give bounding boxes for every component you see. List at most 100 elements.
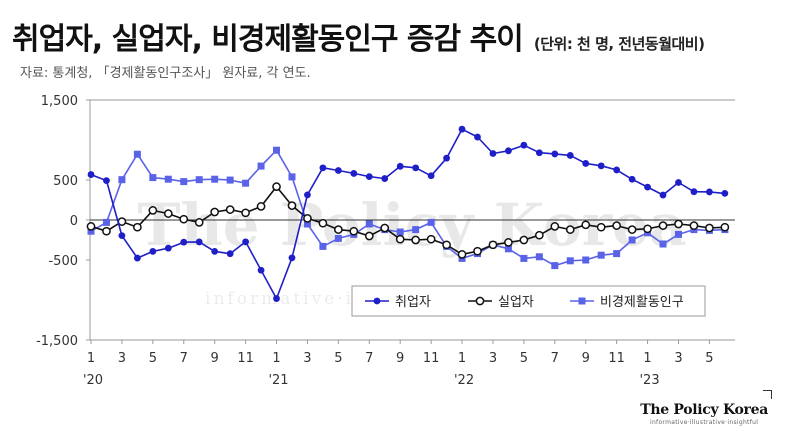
data-point <box>566 152 574 159</box>
data-point <box>226 176 234 184</box>
legend-label: 비경제활동인구 <box>600 295 684 310</box>
data-point <box>675 179 682 186</box>
data-point <box>720 222 730 232</box>
year-label: '23 <box>639 373 659 388</box>
data-point <box>442 240 451 250</box>
data-point <box>489 150 497 157</box>
data-point <box>133 150 141 158</box>
year-label: '21 <box>268 373 288 388</box>
data-point <box>287 201 297 210</box>
data-point <box>179 214 189 224</box>
brand-name: The Policy Korea <box>640 402 768 418</box>
data-point <box>443 154 450 162</box>
x-tick-label: 3 <box>489 351 497 366</box>
watermark-main: The Policy Korea <box>137 191 686 259</box>
x-tick-label: 1 <box>643 351 651 366</box>
x-tick-label: 3 <box>674 351 682 366</box>
legend-marker <box>373 297 381 305</box>
data-point <box>597 162 605 170</box>
x-tick-label: 1 <box>87 351 95 366</box>
data-point <box>350 170 358 177</box>
data-point <box>273 146 281 154</box>
data-point <box>318 218 328 228</box>
data-point <box>628 236 636 244</box>
data-point <box>597 251 605 259</box>
y-tick-label: 500 <box>53 174 78 189</box>
data-point <box>504 238 513 247</box>
x-tick-label: 7 <box>551 351 559 366</box>
legend-item: 실업자 <box>468 295 534 310</box>
data-point <box>426 234 436 244</box>
x-tick-label: 7 <box>180 351 188 366</box>
legend: 취업자 실업자 비경제활동인구 <box>351 285 706 317</box>
data-point <box>118 176 126 184</box>
data-point <box>319 242 327 250</box>
data-point <box>613 250 621 258</box>
data-point <box>241 208 250 218</box>
data-point <box>256 202 266 211</box>
data-point <box>550 222 560 231</box>
data-point <box>194 218 204 227</box>
data-point <box>334 234 342 242</box>
data-point <box>474 133 481 141</box>
x-tick-label: 1 <box>272 351 280 366</box>
data-point <box>458 125 466 133</box>
data-point <box>288 173 296 181</box>
data-point <box>195 238 203 246</box>
data-point <box>349 226 359 236</box>
data-point <box>257 266 265 274</box>
data-point <box>87 171 95 178</box>
unit-label: (단위: 천 명, 전년동월대비) <box>533 35 705 53</box>
data-point <box>411 235 421 245</box>
data-point <box>210 207 220 217</box>
y-tick-label: -1,500 <box>36 334 78 349</box>
data-point <box>396 162 404 170</box>
data-point <box>551 262 559 270</box>
data-point <box>628 175 636 183</box>
data-point <box>102 226 111 236</box>
data-point <box>427 172 435 180</box>
data-point <box>659 191 667 199</box>
x-tick-label: 9 <box>582 351 590 366</box>
data-point <box>535 149 543 157</box>
data-point <box>582 256 590 264</box>
data-point <box>690 188 698 196</box>
data-point <box>381 175 389 182</box>
data-point <box>149 174 157 182</box>
legend-label: 실업자 <box>498 295 534 310</box>
x-tick-label: 11 <box>608 351 625 366</box>
data-point <box>226 250 234 258</box>
data-point <box>133 254 141 262</box>
data-point <box>211 247 219 255</box>
data-point <box>534 230 544 240</box>
data-point <box>581 220 591 230</box>
data-point <box>164 244 172 252</box>
data-point <box>242 179 250 187</box>
data-point <box>334 167 342 174</box>
data-point <box>659 240 667 248</box>
x-tick-label: 1 <box>458 351 466 366</box>
source-note: 자료: 통계청, 「경제활동인구조사」 원자료, 각 연도. <box>20 66 311 81</box>
y-tick-label: 1,500 <box>41 94 78 109</box>
legend-marker <box>475 296 485 306</box>
series-1 <box>86 182 730 259</box>
x-tick-label: 5 <box>334 351 342 366</box>
title-row: 취업자, 실업자, 비경제활동인구 증감 추이 (단위: 천 명, 전년동월대비… <box>12 14 705 58</box>
data-point <box>133 222 142 232</box>
x-tick-label: 11 <box>237 351 254 366</box>
data-point <box>689 221 699 230</box>
data-point <box>674 230 682 238</box>
data-point <box>644 183 651 191</box>
data-point <box>303 214 312 223</box>
data-point <box>380 223 390 233</box>
data-point <box>273 295 280 302</box>
data-point <box>103 177 110 185</box>
data-point <box>596 222 606 232</box>
data-point <box>365 173 373 181</box>
data-point <box>535 253 543 261</box>
data-point <box>643 224 652 234</box>
data-point <box>102 218 110 226</box>
year-label: '22 <box>454 373 474 388</box>
data-point <box>520 141 528 149</box>
data-point <box>288 254 296 262</box>
